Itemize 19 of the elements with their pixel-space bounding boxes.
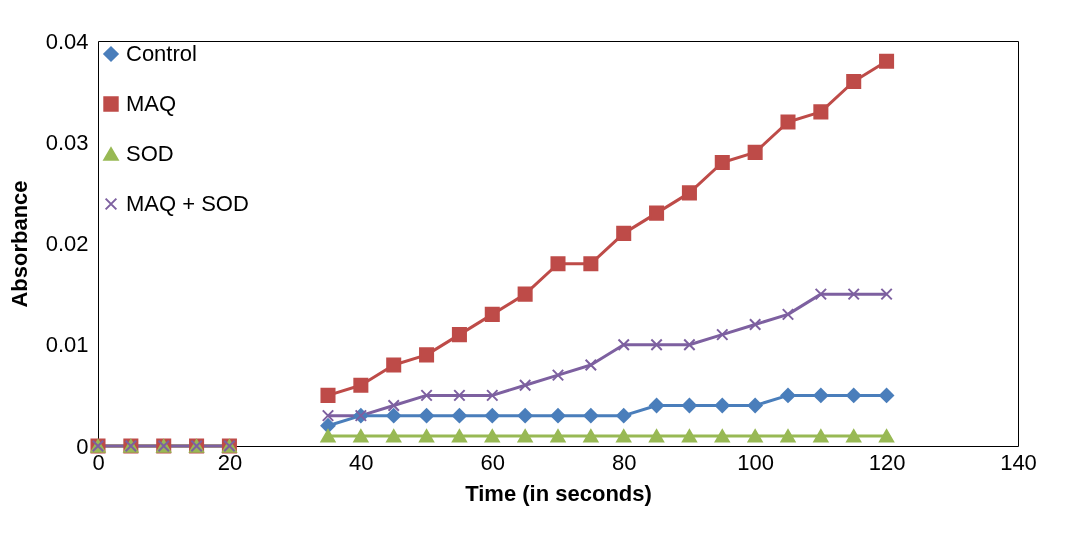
legend-label: MAQ bbox=[126, 91, 177, 116]
y-tick-label: 0.02 bbox=[45, 231, 89, 256]
x-tick-label: 80 bbox=[611, 449, 637, 475]
y-tick-label: 0 bbox=[76, 433, 89, 459]
x-tick-label: 0 bbox=[92, 449, 105, 475]
x-tick-label: 140 bbox=[1000, 449, 1037, 475]
x-tick-label: 120 bbox=[868, 449, 906, 475]
x-tick-label: 40 bbox=[349, 449, 374, 475]
x-tick-label: 20 bbox=[217, 449, 243, 475]
legend-label: SOD bbox=[126, 141, 174, 166]
x-tick-label: 100 bbox=[737, 449, 774, 475]
x-axis-title: Time (in seconds) bbox=[465, 480, 652, 506]
y-tick-label: 0.03 bbox=[45, 129, 89, 155]
y-tick-label: 0.04 bbox=[45, 28, 89, 54]
x-tick-label: 60 bbox=[480, 449, 506, 475]
y-tick-label: 0.01 bbox=[45, 332, 89, 358]
legend-label: MAQ + SOD bbox=[126, 191, 249, 216]
legend-label: Control bbox=[126, 41, 197, 66]
y-axis-title: Absorbance bbox=[6, 180, 32, 308]
